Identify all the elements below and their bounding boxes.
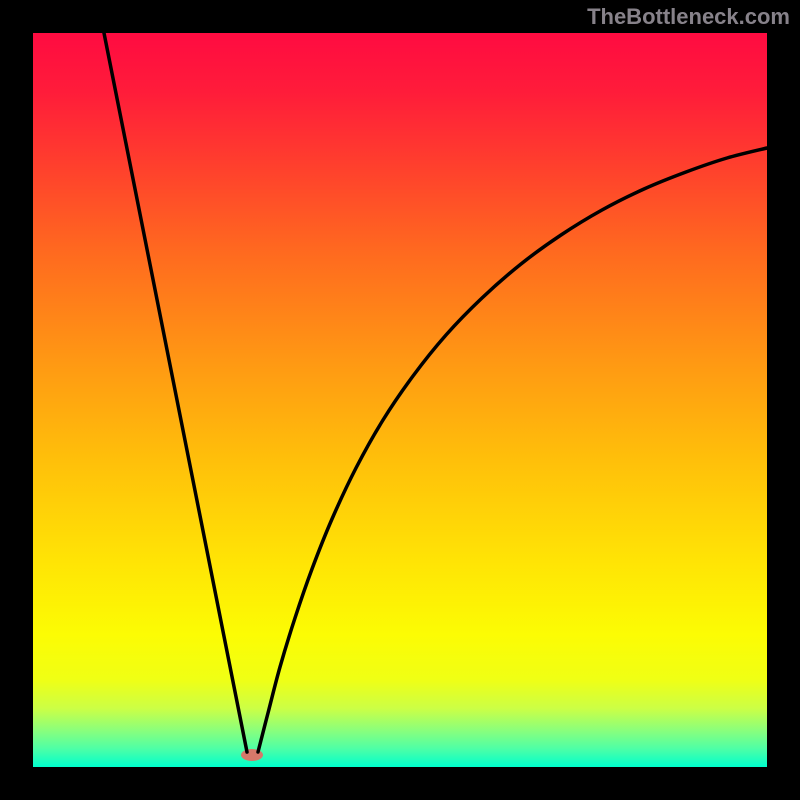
chart-container: TheBottleneck.com [0,0,800,800]
chart-svg-overlay [0,0,800,800]
curve-left-segment [104,33,247,752]
curve-right-segment [258,148,767,752]
watermark-text: TheBottleneck.com [587,4,790,30]
